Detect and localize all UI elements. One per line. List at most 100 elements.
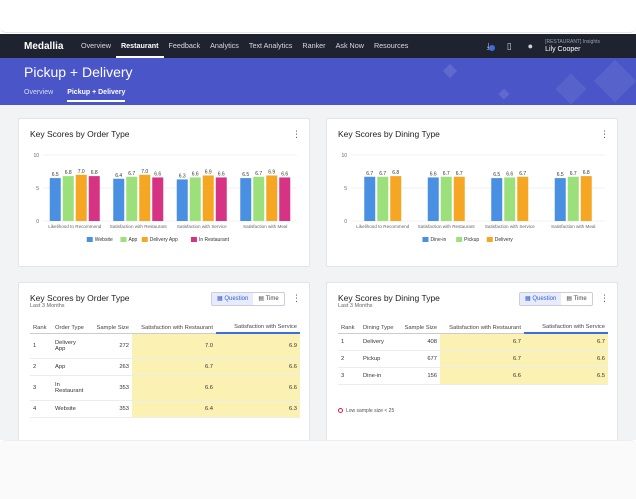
card-title: Key Scores by Order Type [30,293,130,303]
card-title: Key Scores by Dining Type [338,293,440,303]
decor-diamond [442,63,458,79]
toggle-question[interactable]: ▦ Question [212,293,254,305]
column-header[interactable]: Sample Size [90,322,132,334]
nav-item-restaurant[interactable]: Restaurant [115,34,164,58]
bar-data-label: 6.9 [205,169,212,175]
column-header[interactable]: Dining Type [360,322,398,334]
browser-top-strip [0,0,636,33]
grid-icon: ▦ [217,296,225,302]
bar [215,177,227,221]
table-cell: 6.6 [132,375,216,401]
column-header[interactable]: Rank [30,322,52,334]
nav-item-ranker[interactable]: Ranker [302,41,326,50]
order-type-table: Rank Order Type Sample Size Satisfaction wi… [30,322,300,418]
more-options-icon[interactable]: ⋮ [600,129,609,139]
view-toggle: ▦ Question ▤ Time [211,292,285,306]
toggle-question-label: Question [224,296,249,302]
nav-item-feedback[interactable]: Feedback [168,41,201,50]
column-header[interactable]: Satisfaction with Restaurant [132,322,216,334]
table-cell: 6.7 [524,333,608,351]
column-header[interactable]: Satisfaction with Service [216,322,300,334]
bar-data-label: 6.7 [570,171,577,177]
more-options-icon[interactable]: ⋮ [292,129,301,139]
bar [126,176,138,221]
user-icon[interactable]: ● [527,41,534,51]
toggle-time[interactable]: ▤ Time [561,293,591,305]
y-tick-label: 0 [36,219,39,225]
bar-data-label: 6.9 [268,169,275,175]
column-header[interactable]: Satisfaction with Restaurant [440,322,524,334]
bar-data-label: 6.5 [52,172,59,178]
table-row: 2 App 263 6.7 6.6 [30,358,300,376]
nav-item-analytics[interactable]: Analytics [210,41,239,50]
top-navbar: Medallia Overview Restaurant Feedback Analy… [0,34,636,58]
page-tabs: Overview Pickup + Delivery [24,89,139,102]
dining-type-table: Rank Dining Type Sample Size Satisfaction w… [338,322,608,385]
y-tick-label: 5 [344,186,347,192]
table-cell: 263 [90,358,132,376]
order-type-bar-chart: 0 5 10 6.5 6.8 7.0 6.8 Likelihood to Recommend 6… [33,153,297,243]
more-options-icon[interactable]: ⋮ [600,293,609,303]
bar [390,176,402,221]
warning-dot-icon [338,408,343,413]
legend-label: Delivery [495,237,514,243]
table-cell: 2 [30,358,52,376]
bar-data-label: 6.7 [379,171,386,177]
card-title: Key Scores by Order Type [30,129,130,139]
more-options-icon[interactable]: ⋮ [292,293,301,303]
download-icon[interactable]: ⤓ [487,41,495,52]
x-tick-label: Likelihood to Recommend [356,224,410,229]
table-cell: Website [52,400,90,418]
nav-item-resources[interactable]: Resources [373,41,409,50]
bar [266,175,278,221]
table-cell: 6.6 [524,350,608,368]
nav-item-overview[interactable]: Overview [81,41,111,50]
bar [49,178,61,221]
column-header[interactable]: Satisfaction with Service [524,322,608,334]
bar-data-label: 6.8 [91,170,98,176]
brand-logo[interactable]: Medallia [24,40,64,52]
user-menu[interactable]: [RESTAURANT] Insights Lily Cooper [545,38,600,54]
bar-data-label: 6.5 [242,172,249,178]
bar [62,176,74,221]
bookmark-icon[interactable]: ▯ [506,40,512,51]
table-cell: 6.6 [440,367,524,385]
y-tick-label: 5 [36,186,39,192]
bar-data-label: 6.3 [179,173,186,179]
column-header[interactable]: Order Type [52,322,90,334]
y-tick-label: 10 [33,153,39,159]
bar-data-label: 7.0 [141,169,148,175]
table-header-row: Rank Order Type Sample Size Satisfaction wi… [30,322,300,334]
table-cell: Delivery App [52,333,90,359]
table-cell: 6.6 [216,375,300,401]
y-tick-label: 0 [344,219,347,225]
bar-data-label: 6.7 [255,171,262,177]
bar [517,176,529,221]
bar [189,177,201,221]
nav-item-text-analytics[interactable]: Text Analytics [248,41,293,50]
table-cell: 353 [90,400,132,418]
table-cell: 6.6 [216,358,300,376]
bar-data-label: 7.0 [78,169,85,175]
bar-data-label: 6.6 [281,171,288,177]
low-sample-note-text: Low sample size < 25 [346,408,395,414]
column-header[interactable]: Rank [338,322,360,334]
column-header[interactable]: Sample Size [398,322,440,334]
user-role: [RESTAURANT] Insights [545,39,600,45]
nav-right: ⤓ ▯ ● [RESTAURANT] Insights Lily Cooper [479,34,636,58]
table-cell: 6.7 [440,333,524,351]
dining-type-table-card: Key Scores by Dining Type Last 3 Months … [326,282,618,440]
bar [567,176,579,221]
tab-overview[interactable]: Overview [24,89,54,96]
x-tick-label: Likelihood to Recommend [48,224,102,229]
tab-pickup-delivery[interactable]: Pickup + Delivery [67,89,126,102]
toggle-time[interactable]: ▤ Time [253,293,283,305]
card-subtitle: Last 3 Months [338,303,373,309]
nav-item-ask-now[interactable]: Ask Now [335,41,364,50]
bar [75,174,87,221]
toggle-question[interactable]: ▦ Question [520,293,562,305]
page-header: Pickup + Delivery Overview Pickup + Deliv… [0,58,636,105]
bar-data-label: 6.6 [154,171,161,177]
legend-label: Dine-in [430,237,446,243]
table-row: 3 Dine-in 156 6.6 6.5 [338,367,608,385]
